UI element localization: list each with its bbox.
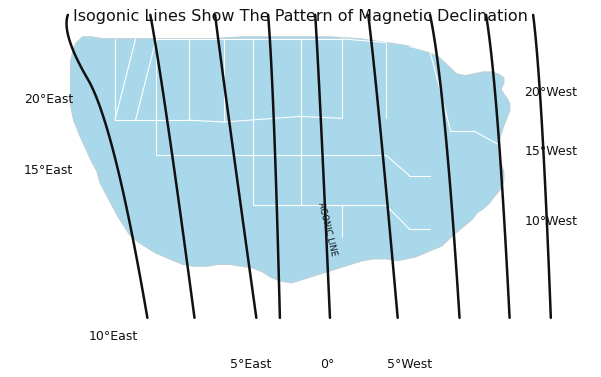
Text: 10°West: 10°West [524, 215, 578, 228]
Text: 20°West: 20°West [524, 86, 578, 99]
Text: 5°West: 5°West [387, 359, 432, 371]
Text: AGONIC LINE: AGONIC LINE [316, 201, 338, 257]
Text: 15°West: 15°West [524, 145, 578, 158]
Text: Isogonic Lines Show The Pattern of Magnetic Declination: Isogonic Lines Show The Pattern of Magne… [73, 9, 528, 24]
Text: 15°East: 15°East [23, 164, 73, 176]
Polygon shape [71, 37, 510, 283]
Text: 20°East: 20°East [23, 93, 73, 106]
Text: 10°East: 10°East [88, 330, 138, 343]
Text: 5°East: 5°East [230, 359, 271, 371]
Text: 0°: 0° [320, 359, 334, 371]
